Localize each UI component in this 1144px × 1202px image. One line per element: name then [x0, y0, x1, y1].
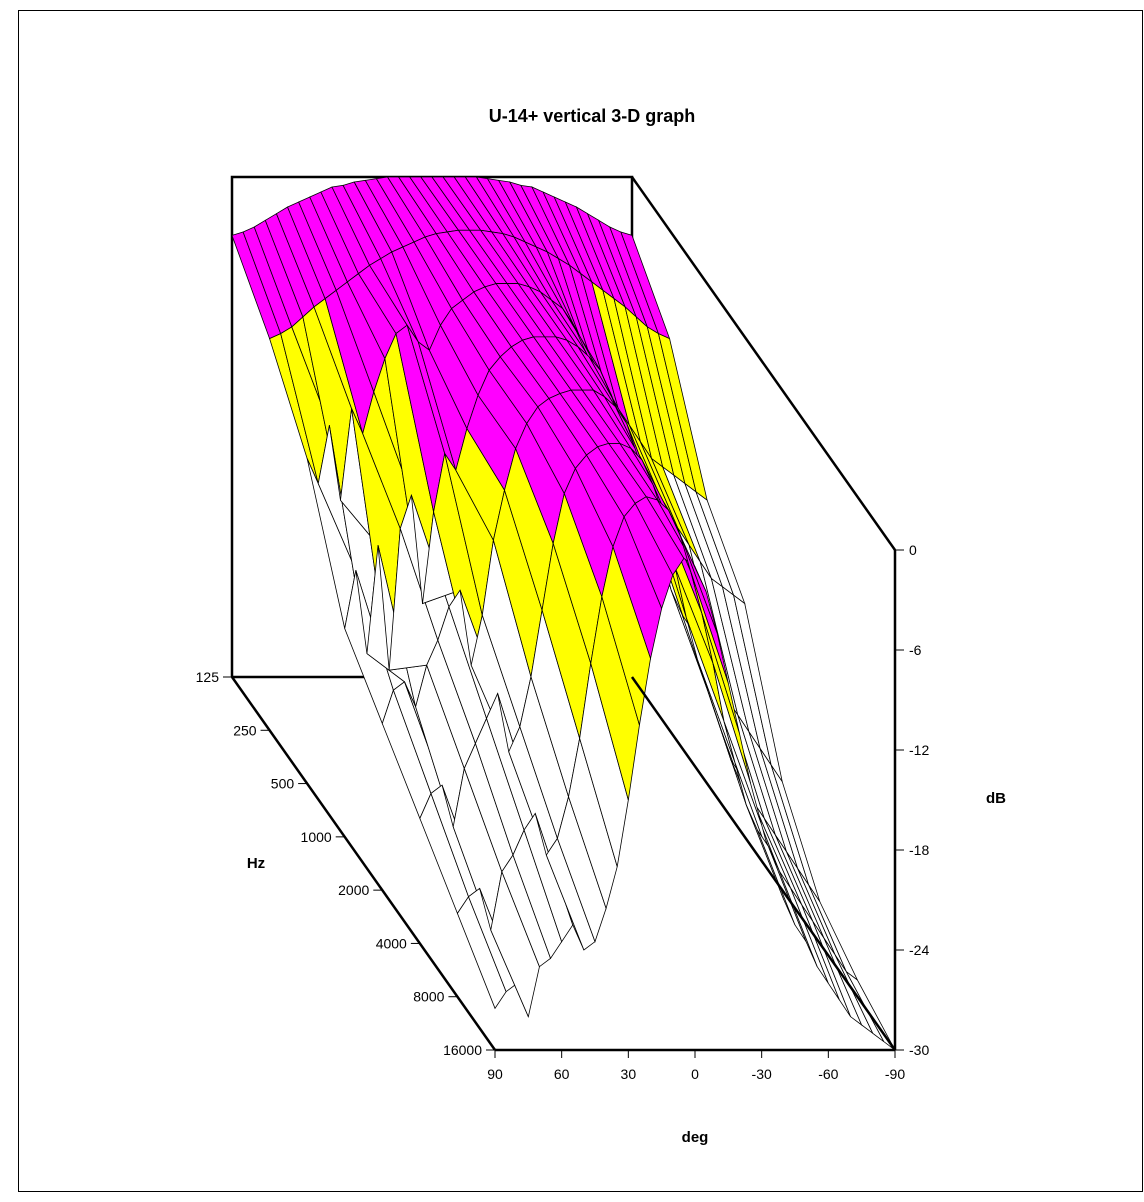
y-axis-label: Hz: [247, 855, 265, 872]
chart-title: U-14+ vertical 3-D graph: [489, 106, 696, 126]
x-tick-label: 30: [621, 1066, 637, 1082]
left-floor-edge: [230, 676, 497, 1051]
y-tick-label: 8000: [413, 989, 444, 1005]
x-tick-label: 0: [691, 1066, 699, 1082]
z-tick-label: -30: [909, 1042, 929, 1058]
y-tick-label: 2000: [338, 882, 369, 898]
top-right-edge: [630, 176, 897, 551]
z-tick-label: 0: [909, 542, 917, 558]
surface-mesh: [231, 176, 896, 1051]
y-tick-label: 1000: [301, 829, 332, 845]
x-axis-label: deg: [682, 1129, 709, 1146]
axes: 90 60 30 0 -30 -60 -90125250500100020004000800…: [196, 542, 930, 1082]
y-tick-label: 4000: [376, 935, 407, 951]
z-tick-label: -12: [909, 742, 929, 758]
y-tick-label: 500: [271, 776, 295, 792]
x-tick-label: -30: [752, 1066, 772, 1082]
x-tick-label: 60: [554, 1066, 570, 1082]
chart-frame: [18, 10, 1143, 1192]
y-tick-label: 16000: [443, 1042, 482, 1058]
z-tick-label: -18: [909, 842, 929, 858]
x-tick-label: -60: [818, 1066, 838, 1082]
z-tick-label: -6: [909, 642, 922, 658]
right-floor-edge: [630, 676, 897, 1051]
x-tick-label: -90: [885, 1066, 905, 1082]
x-tick-label: 90: [487, 1066, 503, 1082]
y-tick-label: 125: [196, 669, 220, 685]
z-tick-label: -24: [909, 942, 929, 958]
y-tick-label: 250: [233, 722, 257, 738]
z-axis-label: dB: [986, 790, 1006, 807]
